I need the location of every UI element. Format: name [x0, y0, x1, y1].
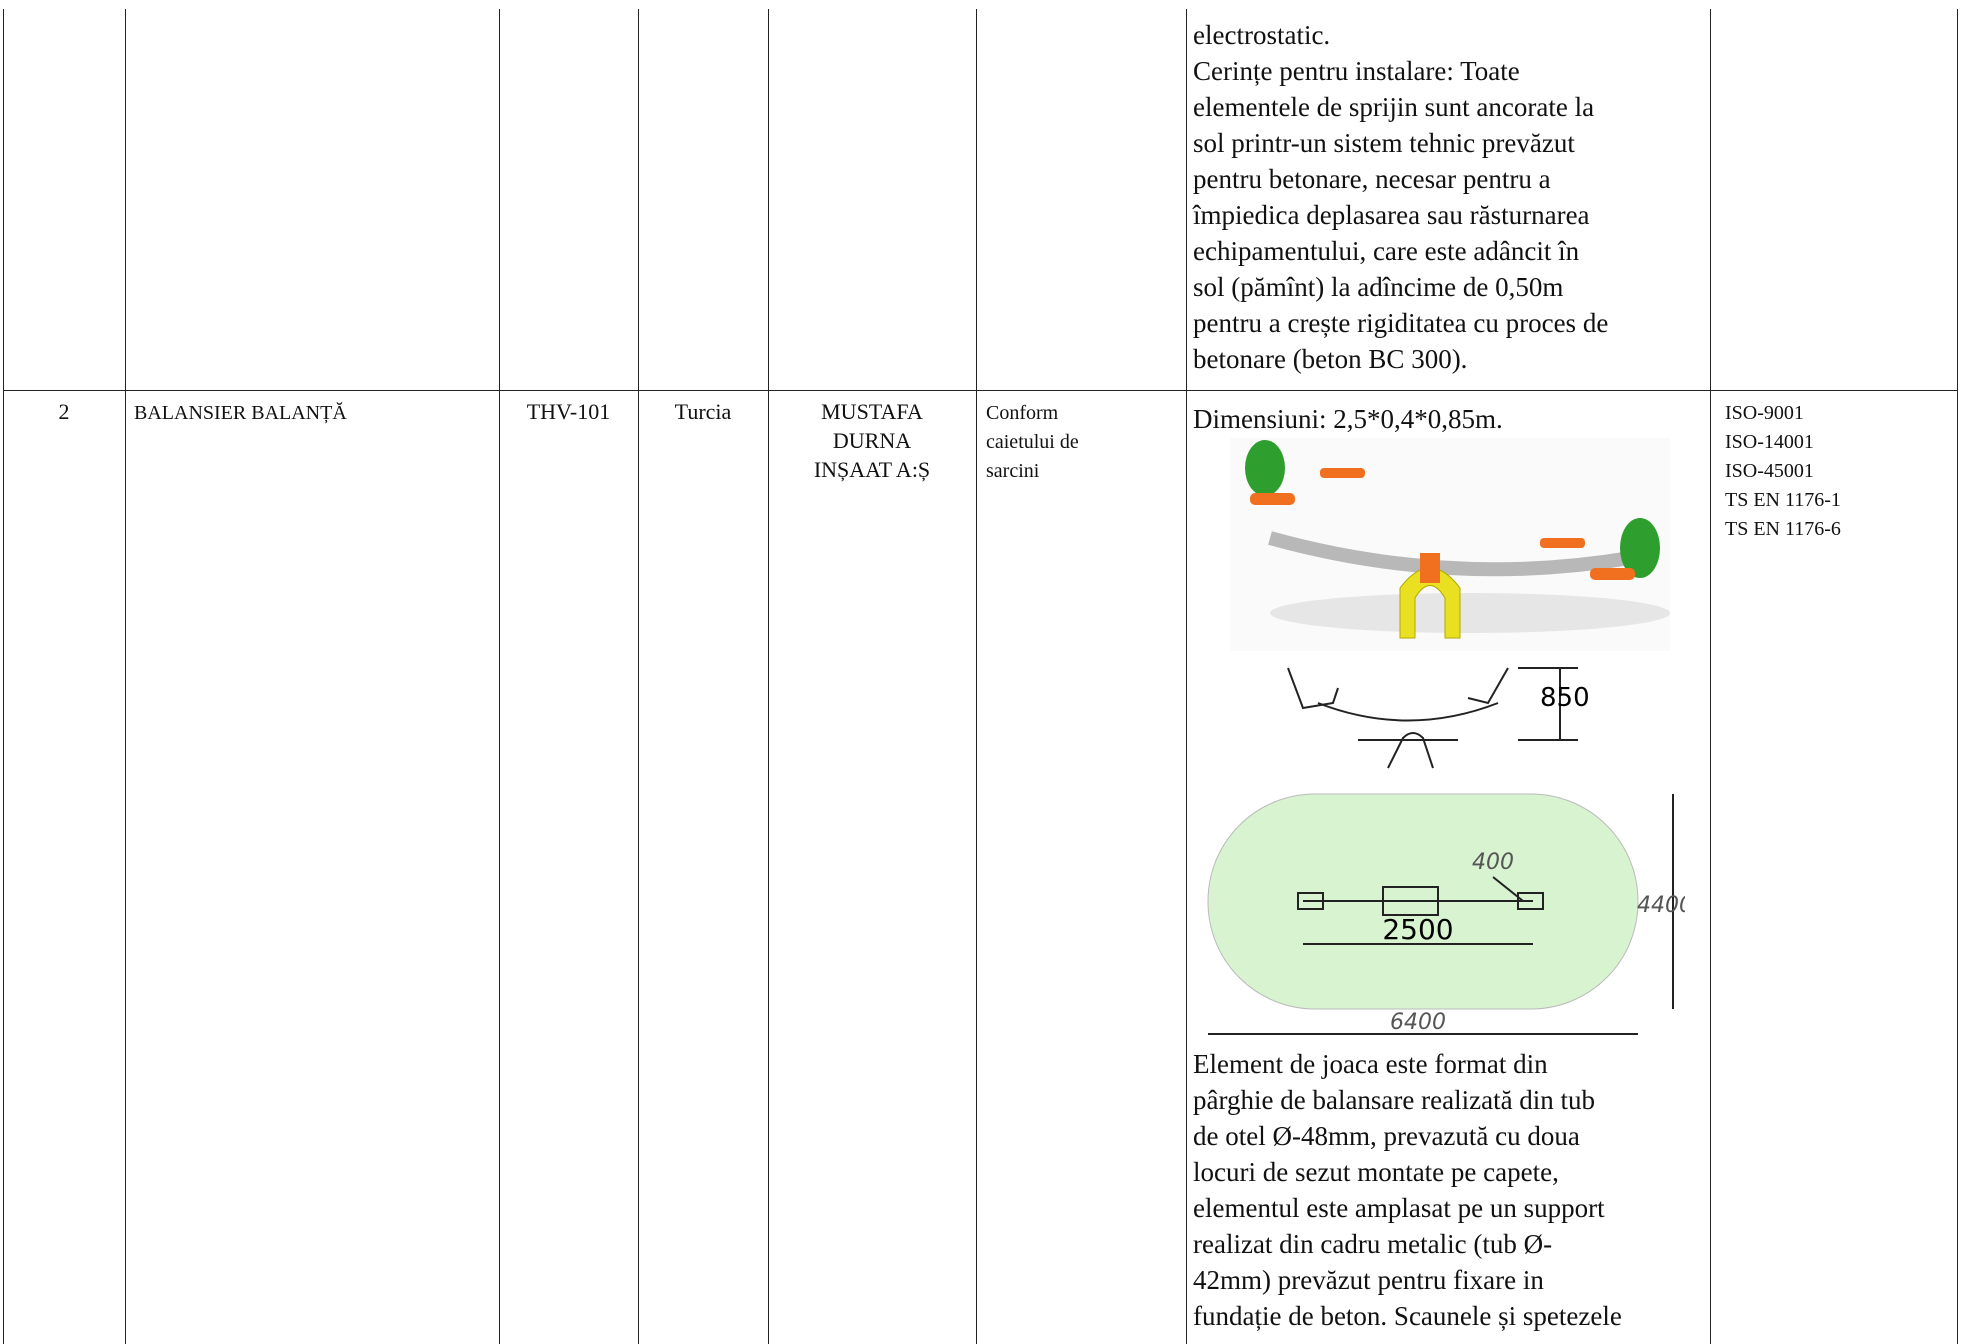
description-line: pentru a crește rigiditatea cu proces de	[1193, 308, 1609, 338]
side-drawing: 850	[1287, 667, 1590, 769]
description-line: 42mm) prevăzut pentru fixare in	[1193, 1265, 1544, 1295]
border	[768, 9, 769, 1344]
description-line: realizat din cadru metalic (tub Ø-	[1193, 1229, 1553, 1259]
standard: ISO-9001	[1725, 402, 1804, 424]
conformity: sarcini	[986, 460, 1040, 482]
dimension-label: 6400	[1390, 1010, 1446, 1035]
product-name: BALANSIER BALANȚĂ	[134, 402, 347, 424]
dimension-label: 400	[1472, 850, 1514, 875]
border	[1710, 9, 1711, 1344]
product-photo	[1230, 438, 1670, 651]
product-code: THV-101	[526, 399, 611, 424]
manufacturer: MUSTAFA	[821, 399, 923, 424]
country: Turcia	[674, 399, 732, 424]
description-line: Cerințe pentru instalare: Toate	[1193, 56, 1520, 86]
border	[976, 9, 977, 1344]
description-line: betonare (beton BC 300).	[1193, 344, 1468, 374]
row-border	[3, 390, 1958, 391]
dimension-label: 4400	[1637, 893, 1685, 918]
standard: ISO-14001	[1725, 431, 1814, 453]
border	[125, 9, 126, 1344]
description-line: pentru betonare, necesar pentru a	[1193, 164, 1551, 194]
dimension-label: 2500	[1382, 913, 1453, 946]
row-number: 2	[58, 399, 70, 424]
description-line: Element de joaca este format din	[1193, 1049, 1548, 1079]
dimension-label: 850	[1540, 683, 1590, 713]
description-line: electrostatic.	[1193, 20, 1331, 50]
description-line: de otel Ø-48mm, prevazută cu doua	[1193, 1121, 1580, 1151]
manufacturer: INȘAAT A:Ș	[813, 457, 931, 482]
description-line: fundație de beton. Scaunele și spetezele	[1193, 1301, 1622, 1331]
description-line: pârghie de balansare realizată din tub	[1193, 1085, 1596, 1115]
description-line: sol printr-un sistem tehnic prevăzut	[1193, 128, 1575, 158]
description-line: locuri de sezut montate pe capete,	[1193, 1157, 1559, 1187]
manufacturer: DURNA	[832, 428, 912, 453]
border	[1186, 9, 1187, 1344]
description-line: elementele de sprijin sunt ancorate la	[1193, 92, 1595, 122]
plan-drawing: 2500 400 4400 6400	[1207, 793, 1685, 1035]
standard: TS EN 1176-1	[1725, 489, 1841, 511]
description-line: elementul este amplasat pe un support	[1193, 1193, 1605, 1223]
description-line: sol (pămînt) la adîncime de 0,50m	[1193, 272, 1564, 302]
border	[1957, 9, 1958, 1344]
border	[638, 9, 639, 1344]
description-line: echipamentului, care este adâncit în	[1193, 236, 1580, 266]
standard: TS EN 1176-6	[1725, 518, 1841, 540]
border	[499, 9, 500, 1344]
conformity: caietului de	[986, 431, 1079, 453]
dimensions: Dimensiuni: 2,5*0,4*0,85m.	[1193, 404, 1503, 434]
standard: ISO-45001	[1725, 460, 1814, 482]
conformity: Conform	[986, 402, 1059, 424]
border	[3, 9, 4, 1344]
description-line: împiedica deplasarea sau răsturnarea	[1193, 200, 1590, 230]
